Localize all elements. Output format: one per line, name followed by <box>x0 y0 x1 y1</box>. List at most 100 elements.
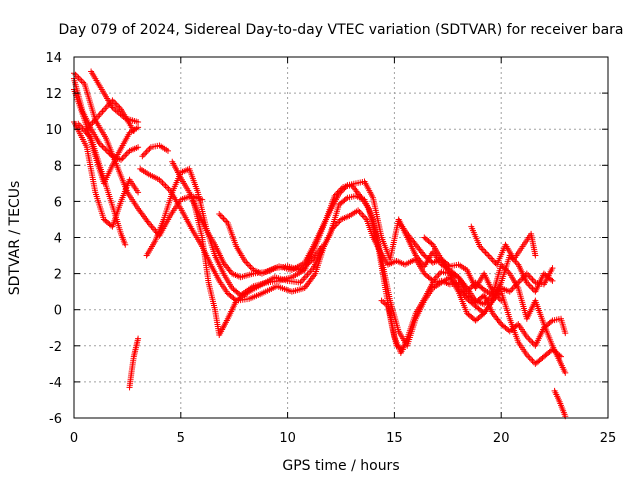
data-point <box>528 356 535 363</box>
data-point <box>78 77 85 84</box>
data-point <box>481 248 488 255</box>
data-point <box>479 309 486 316</box>
data-point <box>526 354 533 361</box>
data-point <box>489 257 496 264</box>
data-point <box>135 118 142 125</box>
data-point <box>135 189 142 196</box>
data-point <box>529 285 536 292</box>
data-point <box>217 212 224 219</box>
data-point <box>148 223 155 230</box>
data-point <box>525 353 532 360</box>
data-point <box>119 155 126 162</box>
y-tick-label: 2 <box>54 268 62 283</box>
series-track-1 <box>71 70 206 239</box>
data-point <box>479 285 486 292</box>
data-point <box>428 240 435 247</box>
data-point <box>72 71 79 78</box>
data-point <box>548 318 555 325</box>
data-point <box>140 151 147 158</box>
data-point <box>528 284 535 291</box>
data-point <box>549 265 556 272</box>
data-point <box>143 148 150 155</box>
data-point <box>102 146 109 153</box>
series-track-12 <box>190 192 565 367</box>
data-point <box>135 144 142 151</box>
x-tick-label: 25 <box>600 431 617 446</box>
data-marks <box>71 68 569 420</box>
data-point <box>532 252 539 259</box>
axis-ticks: 0 5 10 15 20 25 -6 -4 -2 0 2 4 6 8 10 12 14 <box>45 51 616 446</box>
data-point <box>516 278 523 285</box>
y-tick-label: 10 <box>45 123 62 138</box>
data-point <box>135 335 142 342</box>
data-point <box>142 150 149 157</box>
data-point <box>159 179 166 186</box>
series-track-19 <box>551 387 569 420</box>
data-point <box>108 151 115 158</box>
data-point <box>562 330 569 337</box>
data-point <box>113 101 120 108</box>
data-point <box>98 142 105 149</box>
data-point <box>486 254 493 261</box>
data-point <box>548 276 555 283</box>
data-point <box>100 144 107 151</box>
data-point <box>318 243 325 250</box>
series-track-13 <box>216 211 325 277</box>
data-point <box>529 339 536 346</box>
x-tick-label: 0 <box>70 431 78 446</box>
data-point <box>139 153 146 160</box>
data-point <box>562 369 569 376</box>
data-point <box>485 252 492 259</box>
data-point <box>399 346 406 353</box>
data-point <box>221 217 228 224</box>
series-track-17 <box>378 297 406 353</box>
data-point <box>122 152 129 159</box>
data-point <box>77 76 84 83</box>
series-track-5 <box>71 118 142 230</box>
data-point <box>342 195 349 202</box>
data-point <box>498 297 505 304</box>
data-point <box>482 249 489 256</box>
data-point <box>103 147 110 154</box>
data-point <box>436 270 443 277</box>
data-point <box>164 147 171 154</box>
data-point <box>99 143 106 150</box>
data-point <box>149 224 156 231</box>
data-point <box>161 181 168 188</box>
data-point <box>513 322 520 329</box>
y-tick-label: 0 <box>54 304 62 319</box>
data-point <box>491 258 498 265</box>
y-tick-label: 8 <box>54 159 62 174</box>
data-point <box>220 215 227 222</box>
series-track-18 <box>126 335 142 391</box>
data-point <box>558 353 565 360</box>
y-tick-label: 4 <box>54 232 62 247</box>
data-point <box>216 211 223 218</box>
data-point <box>96 140 103 147</box>
data-point <box>244 260 251 267</box>
y-tick-label: 6 <box>54 195 62 210</box>
data-point <box>75 74 82 81</box>
series-track-14 <box>395 218 505 304</box>
data-point <box>526 336 533 343</box>
data-point <box>122 241 129 248</box>
data-point <box>445 262 452 269</box>
data-point <box>488 255 495 262</box>
x-tick-label: 5 <box>177 431 185 446</box>
data-point <box>356 208 363 215</box>
data-point <box>483 251 490 258</box>
y-tick-label: 12 <box>45 87 62 102</box>
y-tick-label: -6 <box>49 412 62 427</box>
series-track-11 <box>169 158 569 376</box>
data-point <box>528 275 535 282</box>
y-tick-label: -4 <box>49 376 62 391</box>
x-tick-label: 15 <box>386 431 403 446</box>
data-point <box>145 147 152 154</box>
series-track-6 <box>83 97 137 135</box>
data-point <box>549 277 556 284</box>
y-axis-label: SDTVAR / TECUs <box>7 181 23 296</box>
data-point <box>526 282 533 289</box>
data-point <box>135 124 142 131</box>
y-tick-label: -2 <box>49 340 62 355</box>
